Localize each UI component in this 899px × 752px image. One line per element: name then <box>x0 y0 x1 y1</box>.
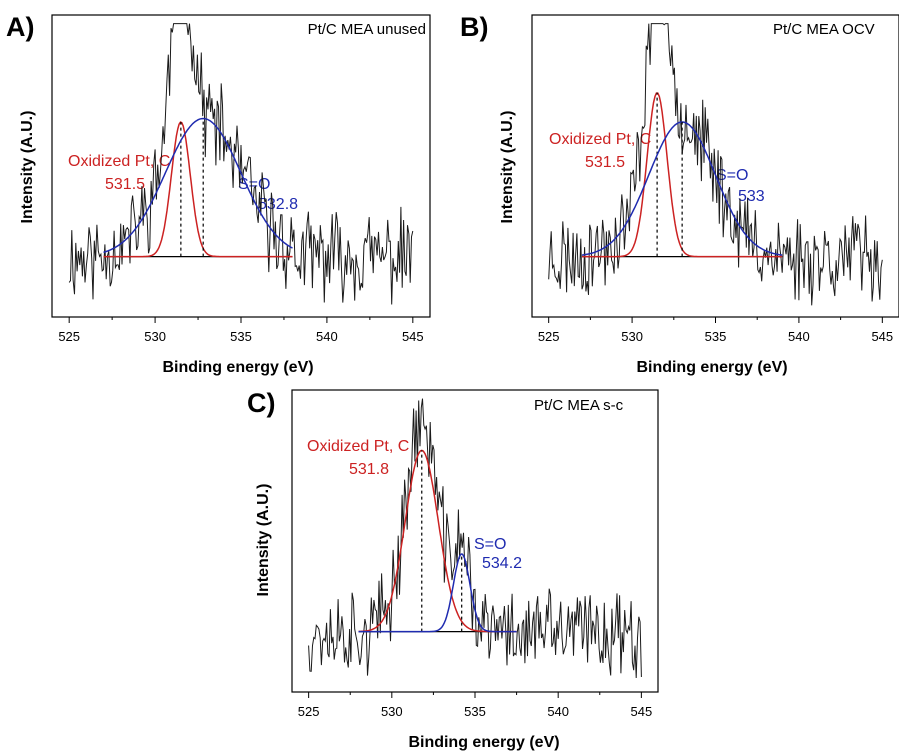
panel-a-oxidized-value: 531.5 <box>105 176 145 193</box>
panel-c-so-label: S=O <box>474 536 506 553</box>
panel-a-x-tick-label: 530 <box>144 329 166 344</box>
panel-a-x-tick-label: 535 <box>230 329 252 344</box>
panel-b-so-label: S=O <box>716 167 748 184</box>
panel-c-letter: C) <box>247 388 276 418</box>
panel-c-so-value: 534.2 <box>482 555 522 572</box>
panel-c-x-tick-label: 535 <box>464 704 486 719</box>
panel-b-x-tick-label: 535 <box>705 329 727 344</box>
panel-b-x-tick-label: 530 <box>621 329 643 344</box>
panel-a-x-tick-label: 525 <box>58 329 80 344</box>
panel-a-title: Pt/C MEA unused <box>308 21 426 38</box>
panel-a-letter: A) <box>6 12 35 42</box>
panel-b-so-value: 533 <box>738 188 765 205</box>
panel-b-y-axis-title: Intensity (A.U.) <box>499 111 516 224</box>
panel-c-y-axis-title: Intensity (A.U.) <box>255 484 272 597</box>
panel-a-y-axis-title: Intensity (A.U.) <box>19 111 36 224</box>
panel-a: A) Pt/C MEA unused Binding energy (eV) I… <box>6 12 431 376</box>
panel-b-x-axis-title: Binding energy (eV) <box>636 359 787 376</box>
panel-c-x-axis-title: Binding energy (eV) <box>408 734 559 751</box>
panel-c: C) Pt/C MEA s-c Binding energy (eV) Inte… <box>247 388 659 751</box>
panel-b-x-tick-label: 540 <box>788 329 810 344</box>
panel-c-so-fit <box>358 553 517 633</box>
panel-b-oxidized-value: 531.5 <box>585 154 625 171</box>
panel-c-x-tick-label: 540 <box>547 704 569 719</box>
panel-c-x-tick-label: 525 <box>298 704 320 719</box>
panel-a-oxidized-fit <box>103 121 293 258</box>
panel-a-raw-spectrum <box>68 23 414 305</box>
panel-c-x-tick-label: 530 <box>381 704 403 719</box>
panel-a-x-tick-label: 545 <box>402 329 424 344</box>
panel-b: B) Pt/C MEA OCV Binding energy (eV) Inte… <box>460 12 899 376</box>
panel-c-oxidized-value: 531.8 <box>349 461 389 478</box>
panel-c-x-tick-label: 545 <box>631 704 653 719</box>
panel-b-x-tick-label: 545 <box>871 329 893 344</box>
panel-c-raw-spectrum <box>308 398 642 679</box>
panel-c-title: Pt/C MEA s-c <box>534 397 624 414</box>
panel-b-title: Pt/C MEA OCV <box>773 21 875 38</box>
panel-b-letter: B) <box>460 12 489 42</box>
panel-a-oxidized-label: Oxidized Pt, C <box>68 153 170 170</box>
panel-a-so-value: 532.8 <box>258 196 298 213</box>
panel-b-oxidized-label: Oxidized Pt, C <box>549 131 651 148</box>
panel-b-x-tick-label: 525 <box>538 329 560 344</box>
panel-a-x-tick-label: 540 <box>316 329 338 344</box>
panel-a-x-axis-title: Binding energy (eV) <box>162 359 313 376</box>
panel-c-oxidized-label: Oxidized Pt, C <box>307 438 409 455</box>
panel-a-so-fit <box>103 117 293 254</box>
